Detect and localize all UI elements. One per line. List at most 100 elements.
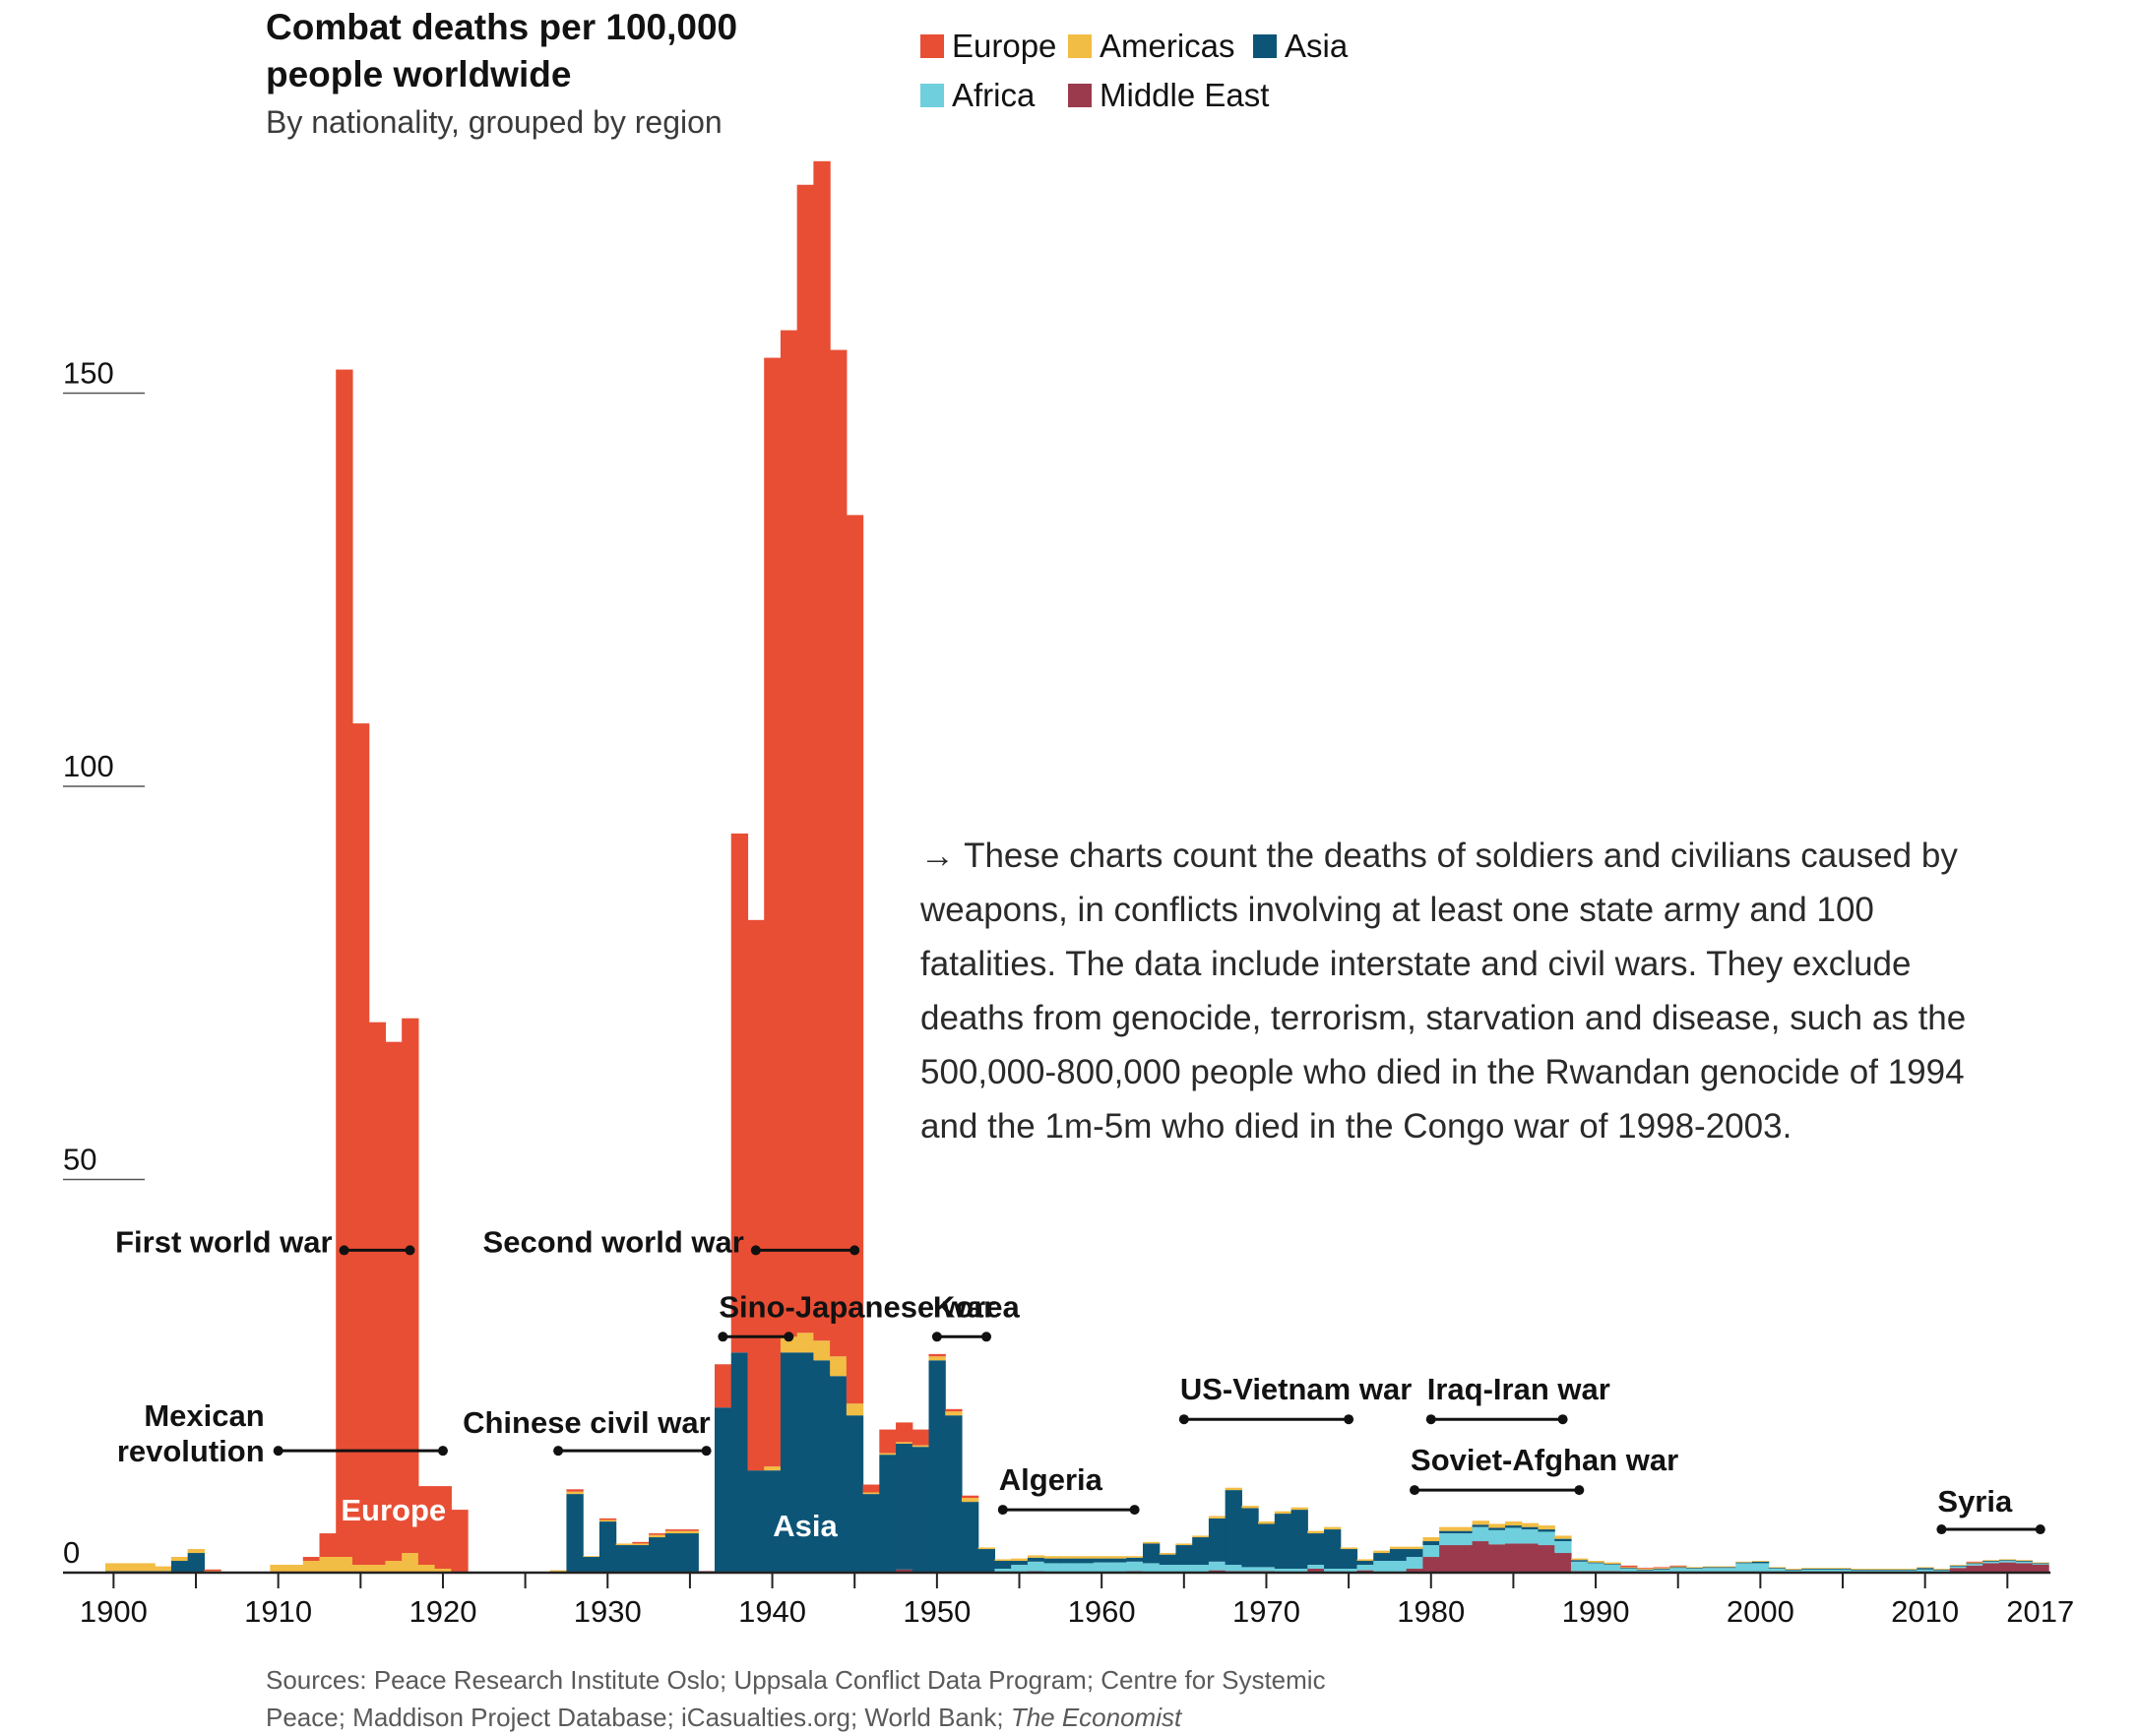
bar-americas-2004: [1817, 1568, 1836, 1570]
bar-asia-1969: [1241, 1508, 1259, 1568]
bar-europe-1930: [598, 1518, 617, 1520]
bar-asia-1959: [1077, 1558, 1095, 1564]
bar-middle-east-1988: [1554, 1553, 1572, 1573]
bar-asia-2010: [1917, 1568, 1934, 1570]
bar-americas-2015: [1998, 1559, 2017, 1561]
bar-americas-1988: [1554, 1535, 1572, 1539]
bar-africa-1989: [1570, 1561, 1589, 1572]
bar-americas-1961: [1109, 1556, 1127, 1559]
bar-americas-1987: [1538, 1525, 1555, 1530]
bar-africa-1971: [1274, 1569, 1292, 1573]
x-tick-label-1940: 1940: [738, 1594, 806, 1629]
bar-americas-1990: [1587, 1561, 1605, 1563]
bar-americas-1983: [1472, 1520, 1489, 1525]
bar-asia-1953: [977, 1549, 996, 1573]
bar-asia-2008: [1883, 1569, 1902, 1571]
annotation-dot-start-us-vietnam-war: [1178, 1414, 1189, 1425]
annotation-dot-start-first-world-war: [339, 1245, 349, 1256]
bar-asia-1904: [170, 1561, 189, 1573]
bar-americas-1997: [1702, 1566, 1721, 1568]
bars: [105, 160, 2049, 1573]
bar-africa-2014: [1982, 1561, 2000, 1564]
bar-africa-1978: [1389, 1561, 1408, 1573]
annotation-dot-end-iraq-iran-war: [1557, 1414, 1568, 1425]
bar-asia-2000: [1752, 1561, 1770, 1564]
bar-asia-1964: [1159, 1554, 1177, 1566]
bar-africa-2016: [2015, 1561, 2034, 1564]
bar-middle-east-1981: [1439, 1545, 1457, 1573]
legend-swatch-middle-east: [1068, 84, 1092, 107]
bar-asia-1931: [615, 1545, 633, 1573]
legend-item-africa: Africa: [920, 77, 1035, 114]
bar-americas-1911: [286, 1565, 304, 1573]
bar-africa-2015: [1998, 1561, 2017, 1563]
bar-europe-1933: [649, 1533, 666, 1535]
bar-asia-1968: [1225, 1490, 1242, 1566]
chart-subtitle: By nationality, grouped by region: [266, 104, 723, 140]
bar-americas-1981: [1439, 1526, 1457, 1531]
bar-americas-1957: [1043, 1556, 1061, 1559]
bar-americas-1959: [1077, 1556, 1095, 1559]
bar-asia-1950: [928, 1360, 946, 1573]
bar-asia-1956: [1027, 1557, 1045, 1562]
bar-americas-1945: [846, 1403, 864, 1416]
bar-asia-1990: [1587, 1562, 1605, 1564]
bar-americas-1913: [319, 1557, 337, 1573]
bar-africa-1980: [1422, 1545, 1440, 1558]
bar-asia-1937: [715, 1407, 732, 1573]
bar-middle-east-1948: [896, 1569, 913, 1573]
bar-africa-2008: [1883, 1570, 1902, 1573]
bar-middle-east-1979: [1406, 1569, 1423, 1573]
bar-americas-1992: [1620, 1567, 1638, 1569]
bar-asia-1992: [1620, 1568, 1638, 1570]
bar-americas-1973: [1307, 1530, 1325, 1534]
bar-asia-1961: [1109, 1558, 1127, 1563]
bar-europe-1944: [830, 349, 848, 1357]
inbar-label-asia: Asia: [773, 1509, 838, 1543]
bar-africa-1964: [1159, 1565, 1177, 1573]
bar-asia-1940: [764, 1470, 782, 1573]
bar-europe-1938: [730, 833, 749, 1353]
bar-americas-1986: [1521, 1522, 1540, 1527]
x-tick-label-1900: 1900: [80, 1594, 148, 1629]
bar-americas-2012: [1949, 1565, 1968, 1566]
bar-americas-1984: [1488, 1523, 1506, 1528]
bar-asia-2007: [1867, 1569, 1885, 1571]
x-tick-label-2000: 2000: [1727, 1594, 1794, 1629]
bar-americas-1944: [830, 1356, 848, 1377]
bar-americas-1972: [1290, 1507, 1308, 1511]
bar-middle-east-2013: [1966, 1565, 1983, 1573]
bar-americas-2005: [1834, 1568, 1852, 1570]
bar-middle-east-2016: [2015, 1563, 2034, 1573]
bar-americas-1946: [862, 1492, 880, 1495]
bar-asia-1949: [912, 1447, 930, 1573]
annotation-label-mexican-revolution-line1: Mexican: [144, 1398, 264, 1433]
bar-americas-1976: [1356, 1559, 1374, 1562]
bar-europe-1939: [747, 919, 765, 1471]
bar-africa-2006: [1851, 1570, 1868, 1573]
bar-middle-east-1987: [1538, 1545, 1555, 1573]
bar-europe-1947: [879, 1429, 897, 1454]
bar-europe-1915: [351, 723, 370, 1566]
bar-asia-1996: [1686, 1568, 1704, 1570]
bar-americas-2001: [1768, 1567, 1787, 1569]
annotation-dot-end-mexican-revolution: [437, 1446, 448, 1457]
bar-americas-1904: [170, 1557, 189, 1562]
x-tick-label-1980: 1980: [1397, 1594, 1465, 1629]
bar-africa-1991: [1604, 1565, 1621, 1572]
bar-africa-1984: [1488, 1529, 1506, 1545]
bar-americas-1941: [780, 1336, 798, 1353]
bar-americas-1931: [615, 1543, 633, 1546]
bar-africa-1966: [1192, 1565, 1210, 1573]
bar-americas-1910: [270, 1565, 287, 1573]
bar-americas-2000: [1752, 1561, 1770, 1562]
bar-americas-1903: [155, 1566, 172, 1572]
bar-americas-1955: [1011, 1558, 1029, 1562]
bar-europe-1916: [368, 1022, 387, 1566]
annotation-label-mexican-revolution-line2: revolution: [117, 1434, 265, 1468]
bar-europe-1937: [715, 1364, 732, 1408]
annotation-dot-end-second-world-war: [849, 1245, 860, 1256]
bar-africa-1955: [1011, 1565, 1029, 1573]
bar-asia-1905: [187, 1553, 205, 1573]
bar-americas-1949: [912, 1445, 930, 1448]
